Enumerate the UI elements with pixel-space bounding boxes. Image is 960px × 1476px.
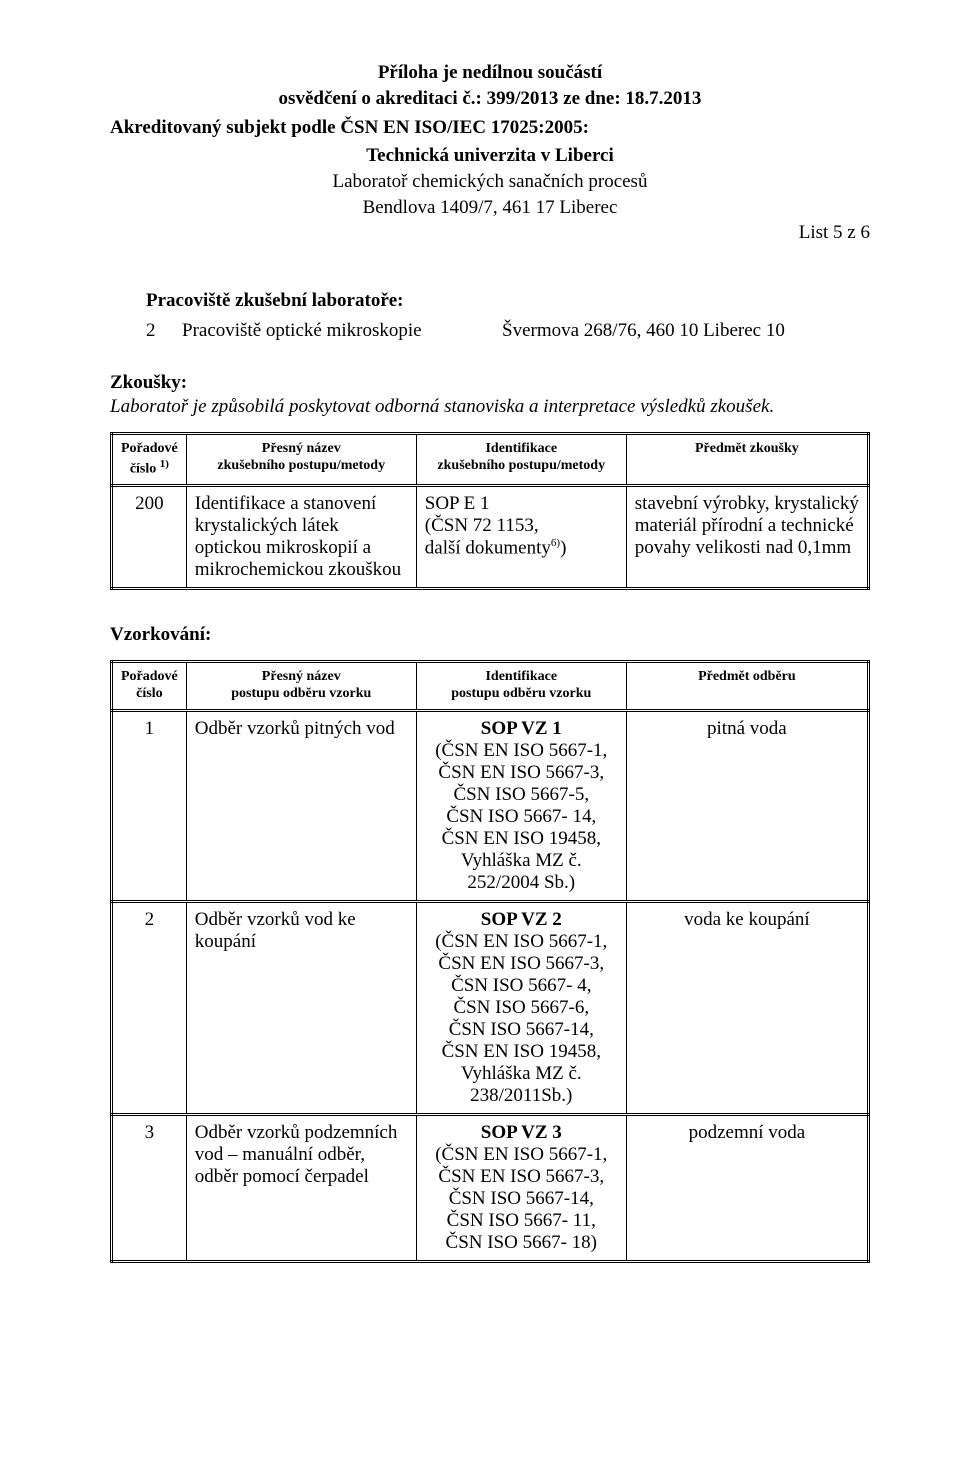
th-ident-l1: Identifikace [485,441,557,456]
accredited-subject: Akreditovaný subjekt podle ČSN EN ISO/IE… [110,117,870,139]
page-number: List 5 z 6 [110,222,870,244]
cell-num: 200 [112,486,187,589]
th-num-l1: Pořadové [121,669,178,684]
th-name-l1: Přesný název [262,669,341,684]
cell-name: Odběr vzorků podzemních vod – manuální o… [186,1115,416,1262]
cell-name: Odběr vzorků vod ke koupání [186,902,416,1115]
tests-note: Laboratoř je způsobilá poskytovat odborn… [110,396,870,418]
cell-subject: pitná voda [626,711,868,902]
th-name-l2: zkušebního postupu/metody [217,458,385,473]
cell-ident-l1: SOP E 1 [425,493,490,514]
header-line2: osvědčení o akreditaci č.: 399/2013 ze d… [110,86,870,112]
cell-subject: voda ke koupání [626,902,868,1115]
cell-num: 1 [112,711,187,902]
th-ident-l2: postupu odběru vzorku [451,686,591,701]
cell-ident: SOP VZ 3(ČSN EN ISO 5667-1,ČSN EN ISO 56… [416,1115,626,1262]
cell-num: 3 [112,1115,187,1262]
th-name-l2: postupu odběru vzorku [231,686,371,701]
workplace-row: 2 Pracoviště optické mikroskopie Švermov… [146,320,870,342]
workplace-name: Pracoviště optické mikroskopie [182,320,502,342]
th-ident: Identifikace zkušebního postupu/metody [416,434,626,486]
cell-name: Odběr vzorků pitných vod [186,711,416,902]
table-header-row: Pořadové číslo Přesný název postupu odbě… [112,662,869,711]
cell-ident-l2: (ČSN 72 1153, [425,515,539,536]
th-num-l1: Pořadové [121,441,178,456]
th-ident-l2: zkušebního postupu/metody [437,458,605,473]
th-subject: Předmět odběru [626,662,868,711]
cell-subject: stavební výrobky, krystalický materiál p… [626,486,868,589]
tests-table: Pořadové číslo 1) Přesný název zkušebníh… [110,432,870,590]
th-num: Pořadové číslo 1) [112,434,187,486]
th-ident-l1: Identifikace [485,669,557,684]
table-row: 3Odběr vzorků podzemních vod – manuální … [112,1115,869,1262]
th-name-l1: Přesný název [262,441,341,456]
cell-subject: podzemní voda [626,1115,868,1262]
header-title: Příloha je nedílnou součástí osvědčení o… [110,60,870,111]
th-ident: Identifikace postupu odběru vzorku [416,662,626,711]
lab-address: Bendlova 1409/7, 461 17 Liberec [110,195,870,221]
table-row: 1Odběr vzorků pitných vodSOP VZ 1(ČSN EN… [112,711,869,902]
cell-ident: SOP VZ 1(ČSN EN ISO 5667-1,ČSN EN ISO 56… [416,711,626,902]
lab-name: Laboratoř chemických sanačních procesů [110,169,870,195]
th-num-l2: číslo [136,686,162,701]
cell-num: 2 [112,902,187,1115]
cell-ident: SOP VZ 2(ČSN EN ISO 5667-1,ČSN EN ISO 56… [416,902,626,1115]
tests-title: Zkoušky: [110,372,870,394]
th-num-l2: číslo [130,462,156,477]
workplace-title: Pracoviště zkušební laboratoře: [146,290,870,312]
cell-ident-sup: 6) [551,537,560,549]
page: Příloha je nedílnou součástí osvědčení o… [0,0,960,1476]
th-name: Přesný název zkušebního postupu/metody [186,434,416,486]
sampling-title: Vzorkování: [110,624,870,646]
th-num: Pořadové číslo [112,662,187,711]
cell-ident-l3: další dokumenty [425,538,551,559]
th-name: Přesný název postupu odběru vzorku [186,662,416,711]
table-row: 200 Identifikace a stanovení krystalický… [112,486,869,589]
workplace-address: Švermova 268/76, 460 10 Liberec 10 [502,320,870,342]
cell-name: Identifikace a stanovení krystalických l… [186,486,416,589]
sampling-table: Pořadové číslo Přesný název postupu odbě… [110,660,870,1263]
workplace-num: 2 [146,320,182,342]
th-num-sup: 1) [160,458,169,470]
workplace-section: Pracoviště zkušební laboratoře: 2 Pracov… [146,290,870,342]
table-header-row: Pořadové číslo 1) Přesný název zkušebníh… [112,434,869,486]
cell-ident: SOP E 1 (ČSN 72 1153, další dokumenty6)) [416,486,626,589]
cell-ident-close: ) [560,538,566,559]
table-row: 2Odběr vzorků vod ke koupáníSOP VZ 2(ČSN… [112,902,869,1115]
header-line1: Příloha je nedílnou součástí [110,60,870,86]
th-subject: Předmět zkoušky [626,434,868,486]
university-name: Technická univerzita v Liberci [110,143,870,169]
